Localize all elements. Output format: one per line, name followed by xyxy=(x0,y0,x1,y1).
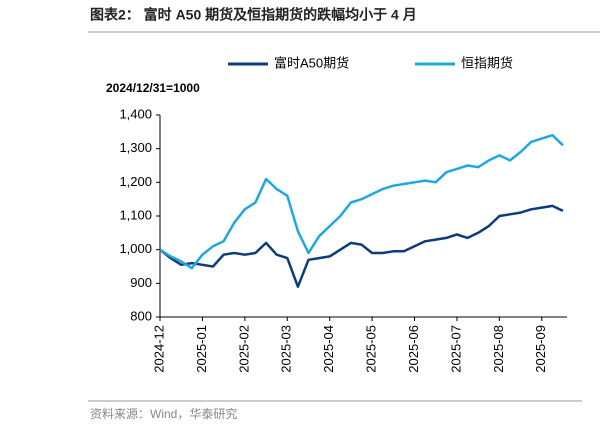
series-line xyxy=(159,133,564,270)
x-tick-label: 2025-03 xyxy=(279,325,294,373)
x-tick-label: 2025-09 xyxy=(533,325,548,373)
x-tick-label: 2025-07 xyxy=(448,325,463,373)
x-tick-label: 2024-12 xyxy=(151,325,166,373)
subtitle: 2024/12/31=1000 xyxy=(106,81,200,95)
y-tick-label: 800 xyxy=(130,308,152,323)
series-line xyxy=(159,204,564,288)
x-tick-label: 2025-05 xyxy=(364,325,379,373)
x-tick-label: 2025-04 xyxy=(321,325,336,373)
chart-title: 图表2： 富时 A50 期货及恒指期货的跌幅均小于 4 月 xyxy=(90,7,417,23)
y-tick-label: 1,400 xyxy=(119,106,152,121)
legend-label: 富时A50期货 xyxy=(274,55,349,70)
source: 资料来源：Wind，华泰研究 xyxy=(90,406,237,421)
y-tick-label: 1,300 xyxy=(119,140,152,155)
x-tick-label: 2025-02 xyxy=(236,325,251,373)
y-tick-label: 1,000 xyxy=(119,241,152,256)
y-tick-label: 1,100 xyxy=(119,207,152,222)
y-tick-label: 900 xyxy=(130,275,152,290)
x-tick-label: 2025-08 xyxy=(491,325,506,373)
y-tick-label: 1,200 xyxy=(119,174,152,189)
legend-label: 恒指期货 xyxy=(461,55,513,70)
x-tick-label: 2025-01 xyxy=(194,325,209,373)
x-tick-label: 2025-06 xyxy=(406,325,421,373)
